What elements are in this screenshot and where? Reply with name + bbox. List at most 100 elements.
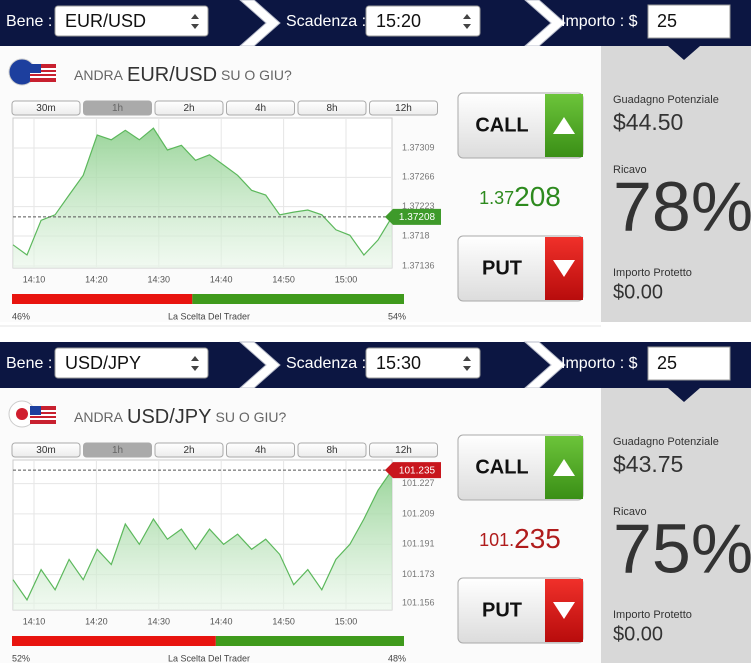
put-button[interactable]: PUT [457,577,584,644]
button-arrow [553,459,575,476]
select-arrow [191,356,199,361]
y-tick-label: 1.37266 [402,172,435,182]
select-value[interactable]: USD/JPY [65,353,141,373]
timeframe-button[interactable] [83,100,152,116]
timeframe-label[interactable]: 8h [326,445,337,456]
timeframe-button[interactable] [297,442,367,458]
asset-select[interactable]: EUR/USD [54,5,209,37]
x-tick-label: 15:00 [335,274,358,284]
timeframe-button[interactable] [11,442,81,458]
sentiment-title: La Scelta Del Trader [168,311,250,321]
button-label[interactable]: PUT [482,599,522,621]
button-label[interactable]: CALL [475,114,528,136]
question-post: SU O GIU? [221,67,292,83]
select-box[interactable] [365,347,481,379]
timeframe-button[interactable] [226,442,295,458]
timeframe-label[interactable]: 1h [112,445,123,456]
timeframe-label[interactable]: 12h [395,103,412,114]
question: ANDRA EUR/USD SU O GIU? [74,64,292,86]
select-arrow [463,24,471,29]
expiry-select[interactable]: 15:20 [365,5,481,37]
y-tick-label: 101.209 [402,508,435,518]
button-arrow [553,260,575,277]
sentiment-bar [12,294,193,304]
x-tick-label: 14:20 [85,616,108,626]
amount-input[interactable] [647,346,731,381]
current-tag-label: 1.37208 [399,212,436,223]
current-tag [385,462,441,479]
asset-label: Bene : [6,355,52,372]
button-label[interactable]: CALL [475,456,528,478]
y-tick-label: 101.191 [402,539,435,549]
timeframe-button[interactable] [154,442,224,458]
expiry-label: Scadenza : [286,13,366,30]
button-arrow [553,117,575,134]
timeframe-label[interactable]: 4h [255,445,266,456]
timeframe-button[interactable] [11,100,81,116]
timeframe-button[interactable] [297,100,367,116]
question-asset: EUR/USD [127,64,217,86]
amount-value[interactable]: 25 [657,353,677,373]
timeframe-label[interactable]: 30m [36,445,55,456]
timeframe-label[interactable]: 1h [112,103,123,114]
notch [668,46,700,60]
put-button[interactable]: PUT [457,235,584,302]
timeframe-label[interactable]: 2h [183,445,194,456]
button-label[interactable]: PUT [482,257,522,279]
protected-value: $0.00 [613,623,663,645]
select-box[interactable] [54,347,209,379]
y-tick-label: 101.173 [402,569,435,579]
select-value[interactable]: 15:20 [376,11,421,31]
x-tick-label: 14:10 [23,616,46,626]
return-label: Ricavo [613,164,647,176]
timeframe-label[interactable]: 8h [326,103,337,114]
timeframe-label[interactable]: 2h [183,103,194,114]
payout-area [601,46,751,322]
select-box[interactable] [365,5,481,37]
call-button[interactable]: CALL [457,92,584,159]
sentiment-left: 46% [12,311,30,321]
price-tail: 235 [514,523,561,554]
flag-stripe [30,414,56,416]
live-price: 1.37208 [479,181,561,212]
timeframe-button[interactable] [226,100,295,116]
price-head: 101. [479,530,514,550]
question-pre: ANDRA [74,67,124,83]
x-tick-label: 14:50 [272,274,295,284]
question-asset: USD/JPY [127,406,211,428]
y-tick-label: 1.3718 [402,230,430,240]
question-post: SU O GIU? [215,409,286,425]
x-tick-label: 14:40 [210,616,233,626]
sentiment-bar [192,294,404,304]
question: ANDRA USD/JPY SU O GIU? [74,406,286,428]
timeframe-button[interactable] [369,442,438,458]
asset-select[interactable]: USD/JPY [54,347,209,379]
return-label: Ricavo [613,506,647,518]
sentiment-bar [12,636,216,646]
expiry-select[interactable]: 15:30 [365,347,481,379]
sentiment-bar [215,636,404,646]
timeframe-label[interactable]: 4h [255,103,266,114]
timeframe-button[interactable] [369,100,438,116]
timeframe-button[interactable] [83,442,152,458]
amount-input[interactable] [647,4,731,39]
select-value[interactable]: 15:30 [376,353,421,373]
expiry-label: Scadenza : [286,355,366,372]
timeframe-label[interactable]: 30m [36,103,55,114]
timeframe-button[interactable] [154,100,224,116]
timeframe-label[interactable]: 12h [395,445,412,456]
sentiment-left: 52% [12,653,30,663]
select-arrow [463,14,471,19]
amount-label: Importo : $ [561,355,638,372]
select-arrow [463,356,471,361]
potential-label: Guadagno Potenziale [613,436,719,448]
flag-stripe [30,72,56,74]
select-box[interactable] [54,5,209,37]
sentiment-right: 54% [388,311,406,321]
y-tick-label: 101.156 [402,598,435,608]
trade-panel: Bene : USD/JPY Scadenza : 15:30 Importo : $ 2… [0,341,751,663]
current-tag [385,208,441,225]
amount-value[interactable]: 25 [657,11,677,31]
select-value[interactable]: EUR/USD [65,11,146,31]
call-button[interactable]: CALL [457,434,584,501]
